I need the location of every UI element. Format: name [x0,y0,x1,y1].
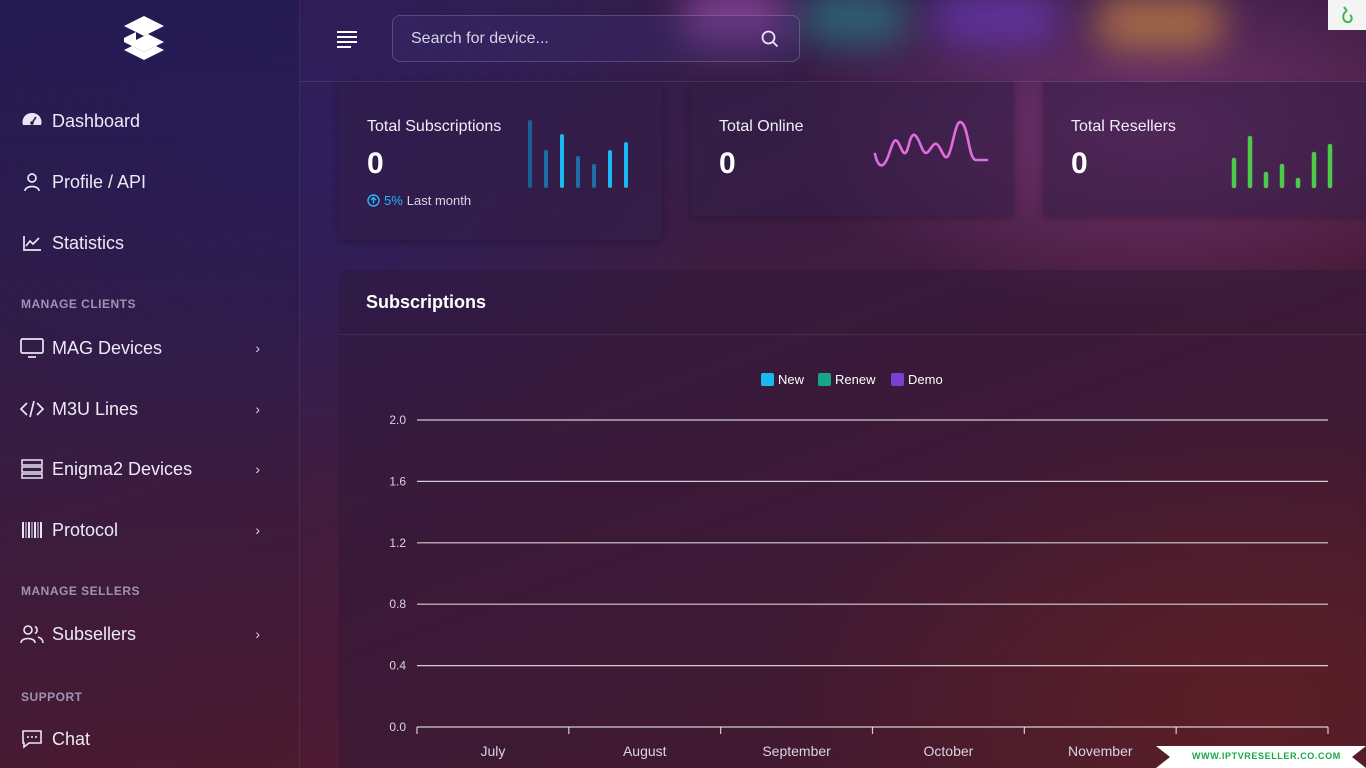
y-tick-label: 0.8 [389,597,406,611]
trend-percent: 5% [384,193,403,208]
subscriptions-chart: New Renew Demo 2.0 1.6 1.2 0.8 0.4 0.0 July August… [389,372,1329,759]
search-icon[interactable] [761,30,779,48]
chat-icon [20,728,44,750]
sidebar-item-label: Dashboard [52,110,141,131]
legend-label: Demo [908,372,943,387]
y-tick-label: 2.0 [389,413,406,427]
chevron-right-icon: › [255,340,260,356]
sidebar-item-label: MAG Devices [52,337,163,358]
y-tick-label: 1.2 [389,536,406,550]
sidebar-item-label: Statistics [52,232,125,253]
legend-swatch [891,373,904,386]
x-tick-label: October [924,743,974,759]
sidebar-item-profile-api[interactable]: Profile / API [20,167,270,197]
panel-title: Subscriptions [339,270,1366,335]
legend-swatch [761,373,774,386]
header-blob-purple [930,0,1060,45]
sidebar-item-statistics[interactable]: Statistics [20,228,270,258]
subscriptions-sparkline-bars [528,120,628,188]
trend-text: Last month [406,193,472,208]
x-tick-label: August [623,743,667,759]
legend-label: Renew [835,372,876,387]
gauge-icon [20,110,44,132]
header-blob-teal [800,0,910,45]
arrow-up-circle-icon [367,194,380,207]
search-box [392,15,800,62]
resellers-sparkline-bars [1231,135,1333,189]
chevron-right-icon: › [255,461,260,477]
sidebar-item-label: Chat [52,728,91,749]
sidebar-item-label: Subsellers [52,623,137,644]
watermark-banner: WWW.IPTVRESELLER.CO.COM [1156,746,1366,768]
header-blob-orange [1095,0,1225,50]
barcode-icon [20,519,44,541]
sidebar-item-label: M3U Lines [52,398,139,419]
menu-toggle-icon[interactable] [337,31,357,48]
card-trend: 5% Last month [367,193,471,208]
watermark-text: WWW.IPTVRESELLER.CO.COM [1192,751,1341,761]
sidebar: Dashboard Profile / API Statistics MANAG… [0,0,300,768]
chevron-right-icon: › [255,522,260,538]
section-label-manage-clients: MANAGE CLIENTS [21,297,136,311]
code-icon [20,398,44,420]
top-bar [300,0,1366,82]
x-tick-label: July [480,743,505,759]
sidebar-item-mag-devices[interactable]: MAG Devices › [20,333,270,363]
legend-swatch [818,373,831,386]
online-sparkline-line [873,120,989,167]
sidebar-item-m3u-lines[interactable]: M3U Lines › [20,394,270,424]
monitor-icon [20,337,44,359]
sidebar-item-enigma2-devices[interactable]: Enigma2 Devices › [20,454,270,484]
sidebar-item-dashboard[interactable]: Dashboard [20,106,270,136]
extension-badge-icon[interactable] [1328,0,1366,30]
users-icon [20,623,44,645]
user-icon [20,171,44,193]
card-value: 0 [367,147,384,180]
sidebar-item-protocol[interactable]: Protocol › [20,515,270,545]
chevron-right-icon: › [255,626,260,642]
y-tick-label: 0.0 [389,720,406,734]
line-chart-icon [20,232,44,254]
card-total-online: Total Online 0 [691,82,1014,216]
server-icon [20,458,44,480]
sidebar-item-label: Profile / API [52,171,147,192]
card-total-subscriptions: Total Subscriptions 0 5% Last month [339,82,662,240]
card-title: Total Online [719,118,804,135]
sidebar-item-label: Enigma2 Devices [52,458,193,479]
card-title: Total Subscriptions [367,118,502,135]
x-tick-label: September [762,743,831,759]
y-tick-label: 1.6 [389,474,406,488]
x-tick-label: November [1068,743,1133,759]
section-label-manage-sellers: MANAGE SELLERS [21,584,141,598]
card-value: 0 [1071,147,1088,180]
y-tick-label: 0.4 [389,659,406,673]
watermark-ribbon-icon [1156,746,1366,768]
subscriptions-panel: Subscriptions New Renew Demo 2.0 1.6 1.2 0.8 0.… [339,270,1366,768]
sidebar-item-label: Protocol [52,519,119,540]
card-value: 0 [719,147,736,180]
section-label-support: SUPPORT [21,690,83,704]
chevron-right-icon: › [255,401,260,417]
search-input[interactable] [411,28,741,50]
card-title: Total Resellers [1071,118,1176,135]
legend-label: New [778,372,805,387]
app-logo-icon[interactable] [120,14,168,64]
card-total-resellers: Total Resellers 0 [1043,82,1366,216]
sidebar-item-chat[interactable]: Chat [20,724,270,754]
sidebar-item-subsellers[interactable]: Subsellers › [20,619,270,649]
